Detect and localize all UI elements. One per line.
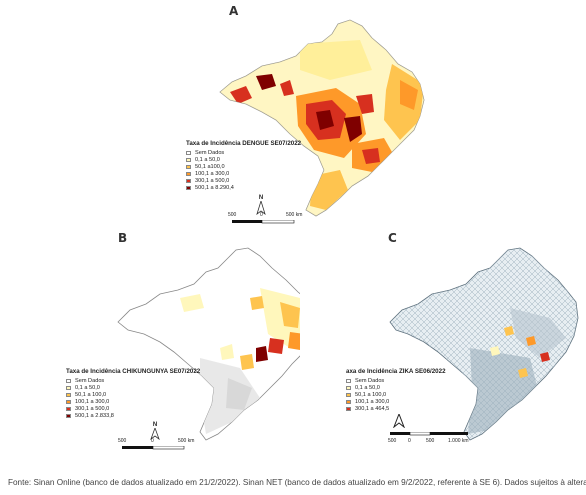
legend-label: Sem Dados (195, 149, 225, 156)
legend-item: Sem Dados (346, 377, 446, 384)
panel-b-letter: B (118, 231, 128, 245)
legend-swatch (66, 399, 71, 404)
legend-label: 50,1 a 100,0 (355, 391, 387, 398)
legend-label: 300,1 a 500,0 (75, 405, 110, 412)
scale-bar-b: 500 0 500 km (118, 438, 194, 454)
scale-label: 500 (388, 438, 397, 444)
scale-label: 0 (260, 212, 263, 218)
north-arrow-b: N (148, 422, 162, 440)
legend-swatch (66, 392, 71, 397)
legend-item: 50,1 a100,0 (186, 163, 301, 170)
north-arrow-a: N (254, 195, 268, 215)
legend-label: Sem Dados (355, 377, 385, 384)
legend-item: 100,1 a 300,0 (66, 398, 200, 405)
legend-label: 50,1 a 100,0 (75, 391, 107, 398)
legend-label: 0,1 a 50,0 (355, 384, 380, 391)
legend-swatch (186, 157, 191, 162)
zika-legend: axa de Incidência ZIKA SE06/2022 Sem Dad… (346, 368, 446, 412)
legend-swatch (186, 150, 191, 155)
legend-swatch (186, 164, 191, 169)
scale-label: 0 (151, 438, 154, 444)
legend-title: axa de Incidência ZIKA SE06/2022 (346, 368, 446, 375)
scale-bar-c: 500 0 500 1.000 km (388, 432, 470, 452)
legend-swatch (186, 185, 191, 190)
legend-swatch (66, 385, 71, 390)
source-note: Fonte: Sinan Online (banco de dados atua… (8, 478, 586, 487)
north-arrow-icon (256, 201, 266, 215)
north-arrow-icon (150, 428, 160, 440)
legend-label: 0,1 a 50,0 (75, 384, 100, 391)
north-arrow-icon (393, 414, 405, 428)
legend-label: 50,1 a100,0 (195, 163, 225, 170)
legend-swatch (66, 378, 71, 383)
legend-item: Sem Dados (186, 149, 301, 156)
legend-item: 500,1 a 2.833,8 (66, 412, 200, 419)
scale-label: 500 km (178, 438, 195, 444)
legend-item: 0,1 a 50,0 (346, 384, 446, 391)
legend-item: 300,1 a 500,0 (66, 405, 200, 412)
legend-title: Taxa de Incidência CHIKUNGUNYA SE07/2022 (66, 368, 201, 375)
legend-label: Sem Dados (75, 377, 105, 384)
legend-item: 0,1 a 50,0 (66, 384, 200, 391)
legend-swatch (186, 171, 191, 176)
legend-item: Sem Dados (66, 377, 200, 384)
legend-swatch (66, 406, 71, 411)
north-arrow-c (392, 414, 406, 428)
dengue-legend: Taxa de Incidência DENGUE SE07/2022 Sem … (186, 140, 301, 191)
legend-swatch (346, 392, 351, 397)
legend-swatch (186, 178, 191, 183)
legend-label: 0,1 a 50,0 (195, 156, 220, 163)
legend-item: 50,1 a 100,0 (346, 391, 446, 398)
legend-item: 100,1 a 300,0 (186, 170, 301, 177)
legend-label: 300,1 a 500,0 (195, 177, 230, 184)
legend-title: Taxa de Incidência DENGUE SE07/2022 (186, 140, 302, 147)
legend-label: 100,1 a 300,0 (75, 398, 110, 405)
legend-label: 500,1 a 8.290,4 (195, 184, 234, 191)
legend-item: 0,1 a 50,0 (186, 156, 301, 163)
legend-swatch (346, 406, 351, 411)
legend-label: 500,1 a 2.833,8 (75, 412, 114, 419)
scale-label: 500 (118, 438, 127, 444)
panel-a-letter: A (229, 4, 239, 18)
north-label: N (152, 422, 158, 428)
scale-bar-a: 500 0 500 km (228, 212, 302, 228)
legend-label: 300,1 a 464,5 (355, 405, 390, 412)
scale-label: 500 (426, 438, 435, 444)
scale-label: 0 (408, 438, 411, 444)
legend-item: 300,1 a 464,5 (346, 405, 446, 412)
legend-swatch (346, 378, 351, 383)
legend-swatch (346, 399, 351, 404)
legend-swatch (66, 413, 71, 418)
legend-item: 50,1 a 100,0 (66, 391, 200, 398)
legend-item: 300,1 a 500,0 (186, 177, 301, 184)
scale-label: 500 (228, 212, 237, 218)
chikungunya-legend: Taxa de Incidência CHIKUNGUNYA SE07/2022… (66, 368, 200, 419)
scale-label: 500 km (286, 212, 303, 218)
legend-swatch (346, 385, 351, 390)
chikungunya-map (117, 247, 300, 441)
legend-label: 100,1 a 300,0 (195, 170, 230, 177)
legend-label: 100,1 a 300,0 (355, 398, 390, 405)
panel-c-letter: C (388, 231, 397, 245)
north-label: N (258, 195, 264, 201)
scale-label: 1.000 km (448, 438, 469, 444)
dengue-map (219, 19, 425, 217)
legend-item: 500,1 a 8.290,4 (186, 184, 301, 191)
legend-item: 100,1 a 300,0 (346, 398, 446, 405)
zika-map (389, 247, 579, 441)
